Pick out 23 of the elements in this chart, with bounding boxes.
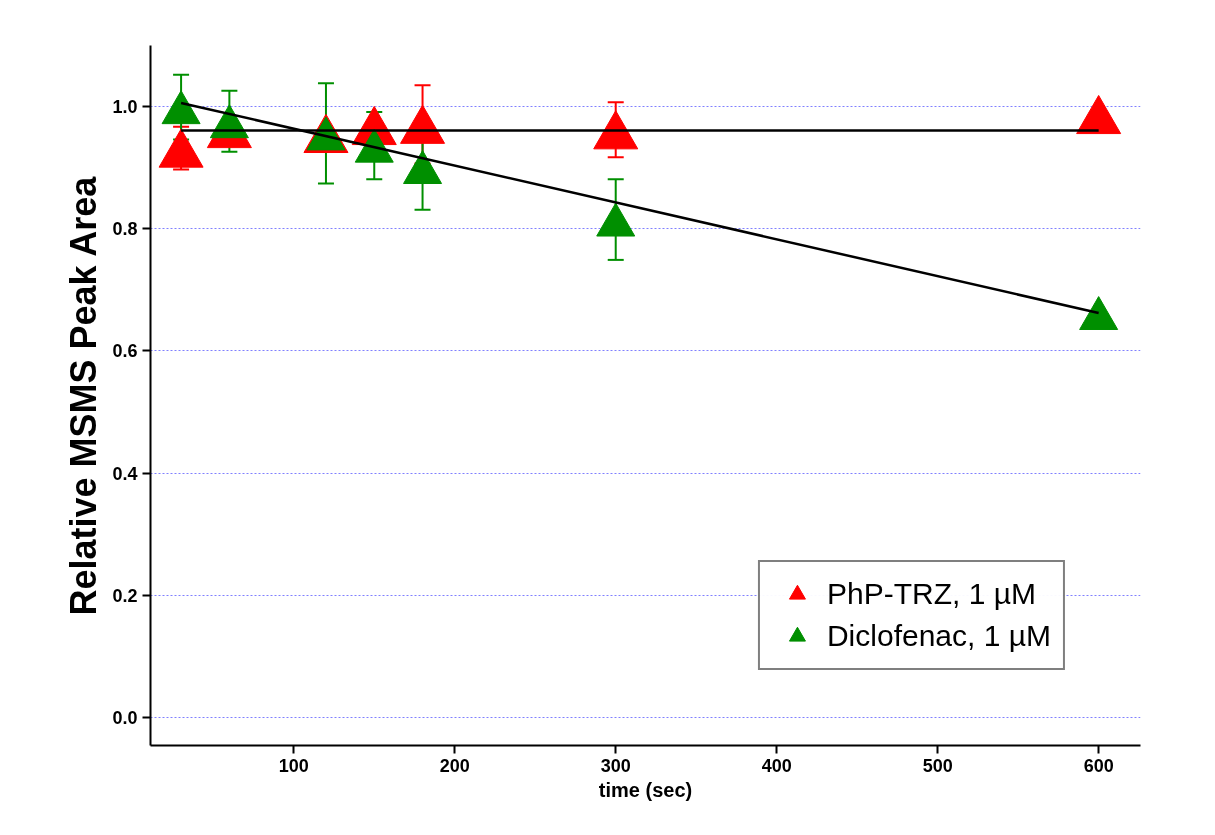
x-axis-title: time (sec) bbox=[598, 778, 693, 801]
y-tick-label: 0.2 bbox=[112, 585, 138, 606]
point bbox=[593, 110, 639, 150]
point bbox=[403, 150, 443, 185]
point bbox=[161, 90, 201, 125]
y-tick-label: 0.8 bbox=[112, 219, 138, 240]
x-tick-label: 600 bbox=[1083, 755, 1114, 776]
point bbox=[596, 202, 636, 237]
y-tick-label: 0.0 bbox=[112, 707, 138, 728]
point bbox=[1079, 296, 1119, 330]
y-tick-label: 1.0 bbox=[112, 97, 138, 118]
point bbox=[158, 128, 204, 168]
x-tick-label: 500 bbox=[922, 755, 953, 776]
legend-label: PhP-TRZ, 1 µM bbox=[826, 577, 1036, 611]
legend-label: Diclofenac, 1 µM bbox=[826, 619, 1051, 653]
y-tick-label: 0.6 bbox=[112, 341, 138, 362]
x-tick-label: 300 bbox=[600, 755, 631, 776]
x-tick-label: 200 bbox=[439, 755, 470, 776]
x-tick-label: 400 bbox=[761, 755, 792, 776]
y-axis-title: Relative MSMS Peak Area bbox=[63, 175, 105, 616]
point bbox=[1076, 94, 1122, 135]
x-tick-label: 100 bbox=[278, 755, 309, 776]
y-tick-label: 0.4 bbox=[112, 463, 138, 484]
